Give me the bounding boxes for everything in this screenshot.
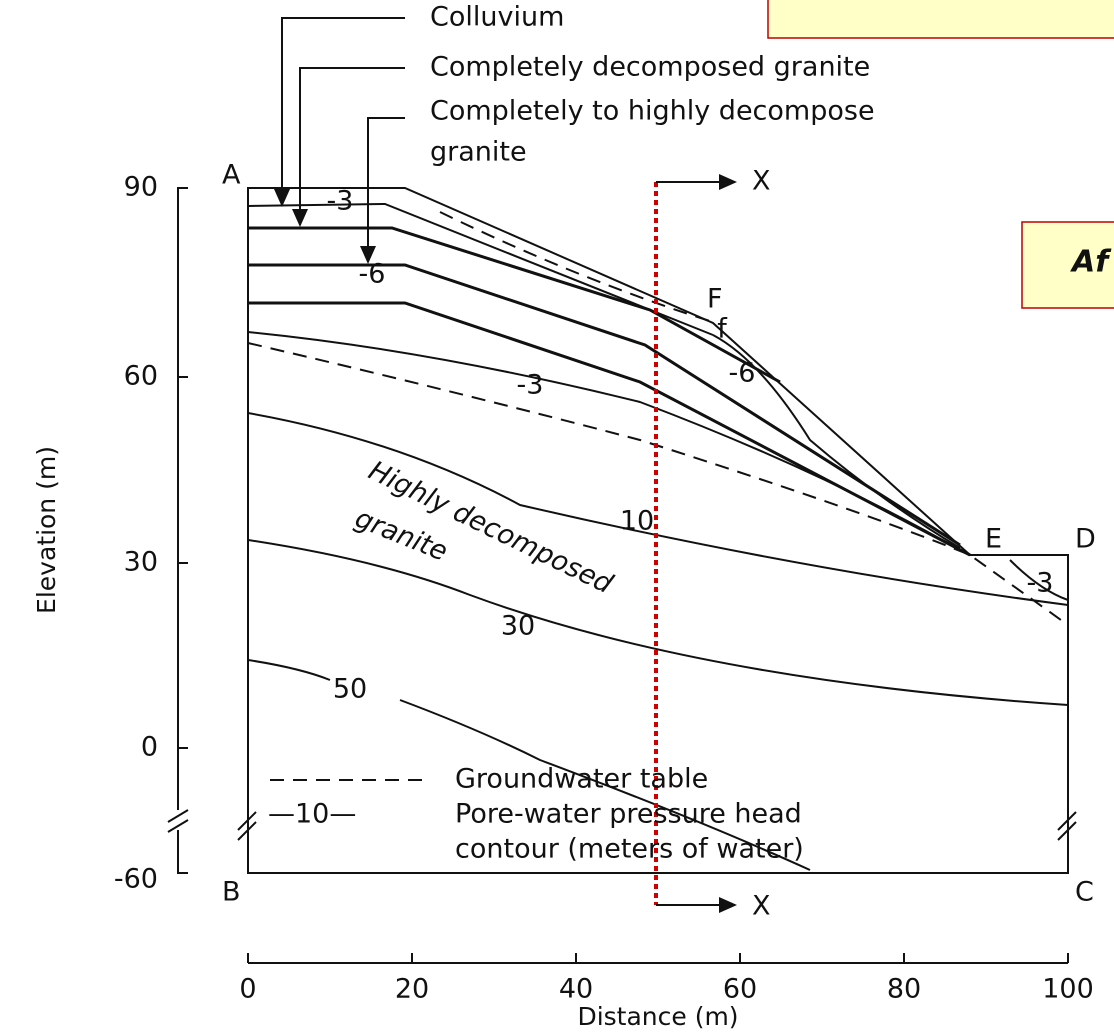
- point-label: D: [1075, 524, 1096, 555]
- x-tick-label: 60: [723, 974, 757, 1005]
- x-tick-label: 0: [239, 974, 256, 1005]
- note-box: [1021, 221, 1114, 309]
- contour: [247, 331, 961, 551]
- point-label: A: [222, 160, 241, 191]
- legend-label: Pore-water pressure head: [455, 799, 802, 830]
- layer-boundary: [247, 202, 714, 336]
- layer-boundary: [248, 263, 961, 547]
- x-axis: [247, 953, 1069, 964]
- break-mark: [237, 811, 1077, 841]
- contour-label: -6: [359, 259, 386, 290]
- y-tick-label: 30: [124, 547, 158, 578]
- groundwater-table: [247, 342, 1069, 626]
- point-label: E: [985, 524, 1002, 555]
- legend-label: Groundwater table: [455, 764, 708, 795]
- pointer: [292, 67, 405, 227]
- groundwater-table: [439, 211, 714, 323]
- pointer: [360, 117, 405, 264]
- contour: [712, 334, 961, 549]
- contour-label: 30: [501, 611, 535, 642]
- contour-label: -3: [1027, 568, 1054, 599]
- contour: [247, 412, 1069, 606]
- point-label: B: [222, 877, 241, 908]
- layer-boundary: [248, 226, 781, 384]
- layer-boundary: [248, 301, 971, 557]
- callout-label: Colluvium: [430, 2, 564, 33]
- x-tick-label: 20: [395, 974, 429, 1005]
- x-tick-label: 80: [887, 974, 921, 1005]
- break-mark: [167, 809, 189, 833]
- x-tick-label: 40: [559, 974, 593, 1005]
- callout-label: Completely decomposed granite: [430, 52, 870, 83]
- point-label: F: [707, 284, 723, 315]
- x-axis-title: Distance (m): [577, 1002, 738, 1031]
- y-axis: [177, 187, 188, 874]
- contour-label: 50: [333, 674, 367, 705]
- pointer: [274, 17, 405, 207]
- y-axis-title: Elevation (m): [32, 446, 61, 614]
- legend-label: contour (meters of water): [455, 834, 804, 865]
- contour-label: -6: [729, 358, 756, 389]
- contour-label: -3: [517, 370, 544, 401]
- marker-label: f: [717, 314, 728, 345]
- y-tick-label: 90: [124, 172, 158, 203]
- y-tick-label: -60: [114, 864, 158, 895]
- y-tick-label: 0: [141, 732, 158, 763]
- callout-text: Af: [1070, 245, 1112, 280]
- y-tick-label: 60: [124, 361, 158, 392]
- x-tick-label: 100: [1042, 974, 1094, 1005]
- contour: [247, 539, 1069, 706]
- contour-label: 10: [620, 506, 654, 537]
- callout-label: Completely to highly decompose: [430, 96, 875, 127]
- legend-symbol: —10—: [268, 799, 356, 830]
- contour: [247, 659, 811, 871]
- contour: [1009, 559, 1069, 601]
- contour-label: -3: [327, 186, 354, 217]
- section-label: X: [752, 166, 771, 197]
- callout-label: granite: [430, 137, 527, 168]
- note-box: [767, 0, 1114, 39]
- section-outline: [247, 187, 1069, 874]
- section-label: X: [752, 891, 771, 922]
- point-label: C: [1075, 877, 1094, 908]
